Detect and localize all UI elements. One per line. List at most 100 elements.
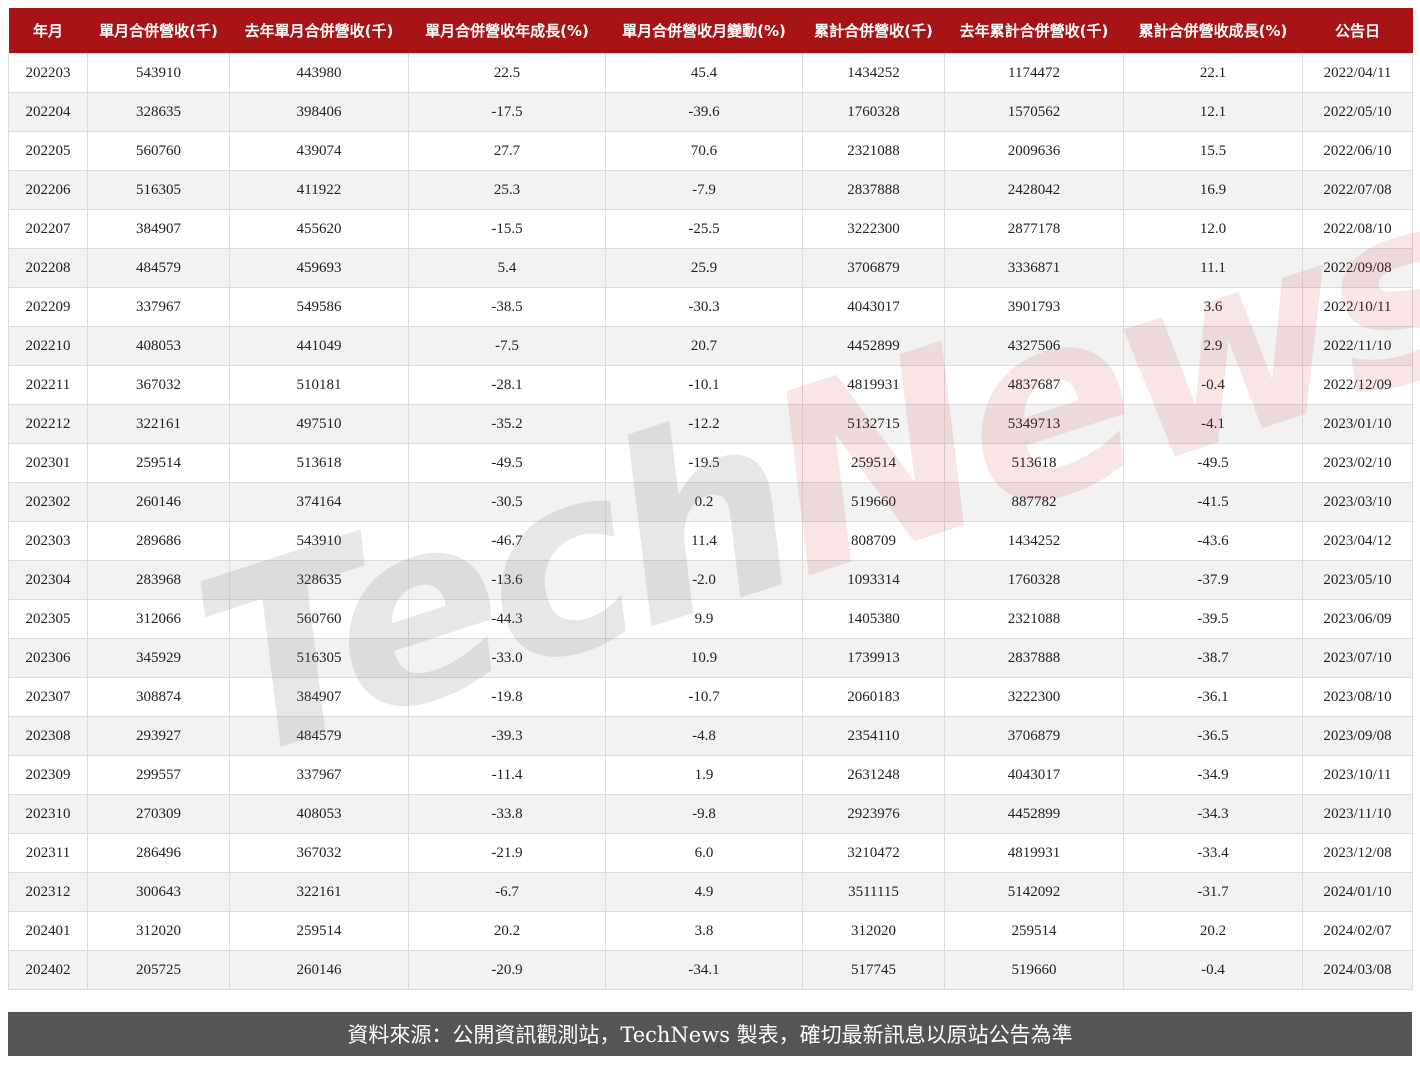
table-row: 202207 384907 455620 -15.5 -25.5 3222300 28771… (8, 209, 1413, 249)
cell-last-year-cumulative-revenue: 2428042 (944, 170, 1124, 210)
cell-last-year-cumulative-revenue: 513618 (944, 443, 1124, 483)
cell-last-year-monthly-revenue: 543910 (229, 521, 409, 561)
cell-monthly-revenue: 384907 (87, 209, 230, 249)
cell-cumulative-growth: -41.5 (1123, 482, 1303, 522)
cell-cumulative-growth: -34.9 (1123, 755, 1303, 795)
cell-monthly-mom: -34.1 (605, 950, 803, 990)
cell-last-year-cumulative-revenue: 2877178 (944, 209, 1124, 249)
cell-announce-date: 2023/12/08 (1302, 833, 1413, 873)
cell-cumulative-growth: -39.5 (1123, 599, 1303, 639)
cell-last-year-monthly-revenue: 497510 (229, 404, 409, 444)
cell-last-year-monthly-revenue: 516305 (229, 638, 409, 678)
cell-cumulative-growth: -38.7 (1123, 638, 1303, 678)
cell-last-year-cumulative-revenue: 3901793 (944, 287, 1124, 327)
table-row: 202206 516305 411922 25.3 -7.9 2837888 2428042… (8, 170, 1413, 210)
cell-cumulative-growth: 15.5 (1123, 131, 1303, 171)
cell-monthly-revenue: 328635 (87, 92, 230, 132)
table-row: 202204 328635 398406 -17.5 -39.6 1760328 15705… (8, 92, 1413, 132)
cell-monthly-revenue: 300643 (87, 872, 230, 912)
column-header-last-year-monthly-revenue: 去年單月合併營收(千) (229, 8, 409, 54)
cell-announce-date: 2023/02/10 (1302, 443, 1413, 483)
cell-monthly-revenue: 260146 (87, 482, 230, 522)
cell-cumulative-growth: 16.9 (1123, 170, 1303, 210)
cell-last-year-cumulative-revenue: 4819931 (944, 833, 1124, 873)
cell-monthly-yoy: -13.6 (408, 560, 606, 600)
cell-monthly-revenue: 308874 (87, 677, 230, 717)
cell-announce-date: 2023/01/10 (1302, 404, 1413, 444)
cell-cumulative-growth: 11.1 (1123, 248, 1303, 288)
cell-cumulative-revenue: 5132715 (802, 404, 945, 444)
cell-month: 202212 (8, 404, 88, 444)
table-row: 202203 543910 443980 22.5 45.4 1434252 1174472… (8, 53, 1413, 93)
table-row: 202211 367032 510181 -28.1 -10.1 4819931 48376… (8, 365, 1413, 405)
column-header-last-year-cumulative-revenue: 去年累計合併營收(千) (944, 8, 1124, 54)
cell-month: 202206 (8, 170, 88, 210)
cell-announce-date: 2022/12/09 (1302, 365, 1413, 405)
cell-month: 202208 (8, 248, 88, 288)
cell-cumulative-revenue: 4819931 (802, 365, 945, 405)
cell-monthly-revenue: 408053 (87, 326, 230, 366)
cell-monthly-yoy: 22.5 (408, 53, 606, 93)
cell-announce-date: 2024/01/10 (1302, 872, 1413, 912)
cell-monthly-yoy: -15.5 (408, 209, 606, 249)
cell-last-year-monthly-revenue: 439074 (229, 131, 409, 171)
cell-cumulative-growth: -36.5 (1123, 716, 1303, 756)
cell-last-year-monthly-revenue: 322161 (229, 872, 409, 912)
column-header-cumulative-revenue: 累計合併營收(千) (802, 8, 945, 54)
table-row: 202305 312066 560760 -44.3 9.9 1405380 2321088… (8, 599, 1413, 639)
cell-last-year-monthly-revenue: 455620 (229, 209, 409, 249)
cell-last-year-cumulative-revenue: 2837888 (944, 638, 1124, 678)
cell-monthly-mom: 10.9 (605, 638, 803, 678)
cell-month: 202204 (8, 92, 88, 132)
table-row: 202310 270309 408053 -33.8 -9.8 2923976 445289… (8, 794, 1413, 834)
cell-monthly-yoy: -7.5 (408, 326, 606, 366)
cell-monthly-revenue: 367032 (87, 365, 230, 405)
cell-announce-date: 2022/10/11 (1302, 287, 1413, 327)
cell-monthly-yoy: -33.0 (408, 638, 606, 678)
cell-monthly-yoy: -19.8 (408, 677, 606, 717)
cell-cumulative-growth: -0.4 (1123, 950, 1303, 990)
cell-monthly-yoy: 25.3 (408, 170, 606, 210)
cell-monthly-revenue: 312020 (87, 911, 230, 951)
cell-last-year-monthly-revenue: 560760 (229, 599, 409, 639)
cell-monthly-yoy: -30.5 (408, 482, 606, 522)
cell-announce-date: 2022/05/10 (1302, 92, 1413, 132)
cell-monthly-yoy: -28.1 (408, 365, 606, 405)
cell-monthly-mom: 4.9 (605, 872, 803, 912)
cell-monthly-yoy: 5.4 (408, 248, 606, 288)
table-row: 202307 308874 384907 -19.8 -10.7 2060183 32223… (8, 677, 1413, 717)
cell-monthly-yoy: 27.7 (408, 131, 606, 171)
table-row: 202311 286496 367032 -21.9 6.0 3210472 4819931… (8, 833, 1413, 873)
cell-monthly-revenue: 259514 (87, 443, 230, 483)
cell-monthly-yoy: -6.7 (408, 872, 606, 912)
cell-monthly-revenue: 345929 (87, 638, 230, 678)
cell-monthly-mom: 0.2 (605, 482, 803, 522)
table-row: 202401 312020 259514 20.2 3.8 312020 259514 20.… (8, 911, 1413, 951)
cell-cumulative-revenue: 3706879 (802, 248, 945, 288)
table-row: 202208 484579 459693 5.4 25.9 3706879 3336871 1… (8, 248, 1413, 288)
cell-announce-date: 2023/03/10 (1302, 482, 1413, 522)
cell-last-year-cumulative-revenue: 519660 (944, 950, 1124, 990)
cell-monthly-revenue: 205725 (87, 950, 230, 990)
cell-cumulative-revenue: 2354110 (802, 716, 945, 756)
cell-monthly-revenue: 543910 (87, 53, 230, 93)
cell-month: 202401 (8, 911, 88, 951)
cell-announce-date: 2023/11/10 (1302, 794, 1413, 834)
cell-monthly-mom: -19.5 (605, 443, 803, 483)
cell-month: 202306 (8, 638, 88, 678)
cell-announce-date: 2023/08/10 (1302, 677, 1413, 717)
cell-month: 202310 (8, 794, 88, 834)
cell-last-year-cumulative-revenue: 2009636 (944, 131, 1124, 171)
cell-last-year-monthly-revenue: 513618 (229, 443, 409, 483)
cell-month: 202307 (8, 677, 88, 717)
cell-monthly-yoy: -11.4 (408, 755, 606, 795)
cell-monthly-mom: -10.1 (605, 365, 803, 405)
cell-announce-date: 2023/04/12 (1302, 521, 1413, 561)
cell-monthly-revenue: 293927 (87, 716, 230, 756)
table-row: 202309 299557 337967 -11.4 1.9 2631248 4043017… (8, 755, 1413, 795)
cell-month: 202309 (8, 755, 88, 795)
cell-cumulative-growth: 2.9 (1123, 326, 1303, 366)
column-header-announce-date: 公告日 (1302, 8, 1413, 54)
cell-monthly-revenue: 286496 (87, 833, 230, 873)
cell-monthly-mom: -25.5 (605, 209, 803, 249)
